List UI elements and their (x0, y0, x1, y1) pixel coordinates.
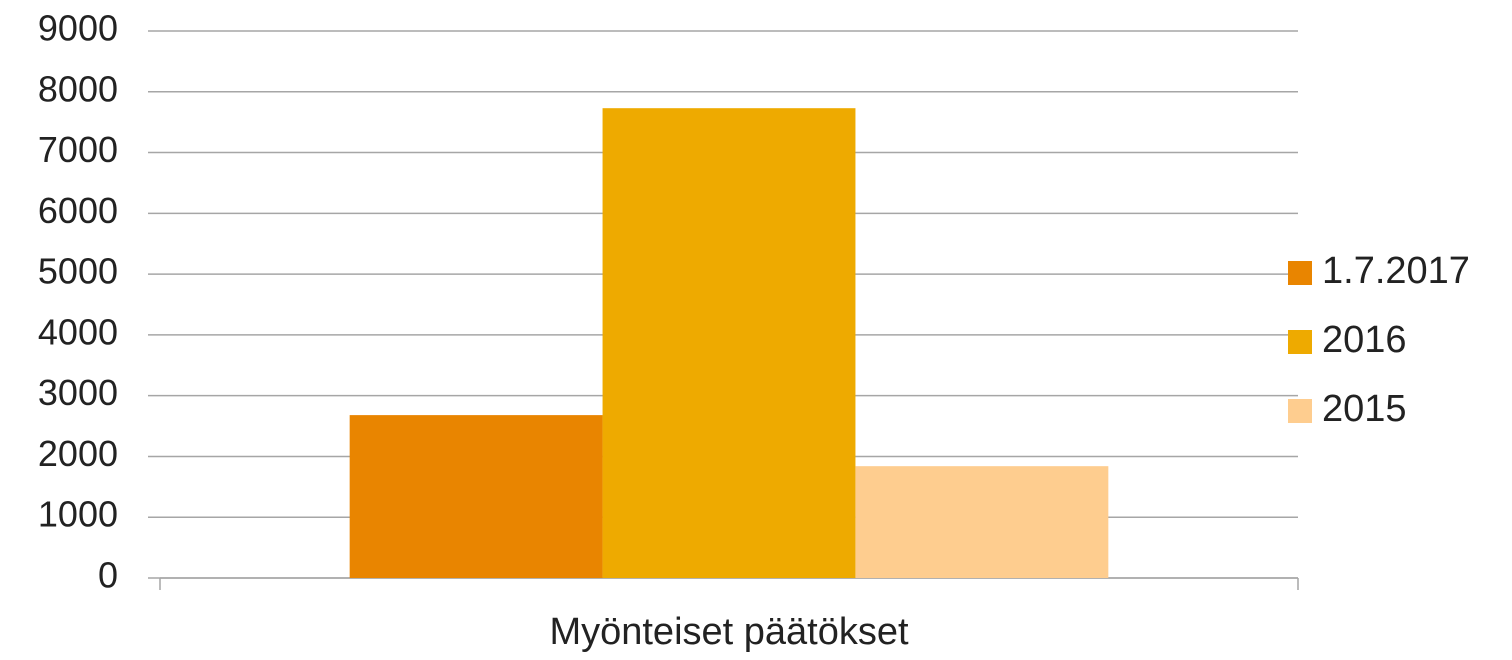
y-tick-label: 1000 (38, 494, 118, 535)
legend-swatch (1288, 399, 1312, 423)
legend-label: 1.7.2017 (1322, 250, 1470, 292)
y-tick-label: 6000 (38, 190, 118, 231)
x-tick-label: Myönteiset päätökset (549, 611, 909, 653)
legend-label: 2015 (1322, 388, 1407, 430)
y-tick-label: 7000 (38, 129, 118, 170)
y-tick-label: 3000 (38, 372, 118, 413)
bar (602, 108, 856, 578)
legend-label: 2016 (1322, 319, 1407, 361)
y-tick-label: 9000 (38, 8, 118, 49)
y-tick-label: 4000 (38, 311, 118, 352)
y-tick-label: 5000 (38, 251, 118, 292)
bar (855, 466, 1109, 578)
y-tick-label: 8000 (38, 68, 118, 109)
legend-swatch (1288, 261, 1312, 285)
y-tick-label: 2000 (38, 433, 118, 474)
bar (349, 415, 603, 578)
legend-swatch (1288, 330, 1312, 354)
y-tick-label: 0 (98, 555, 118, 596)
